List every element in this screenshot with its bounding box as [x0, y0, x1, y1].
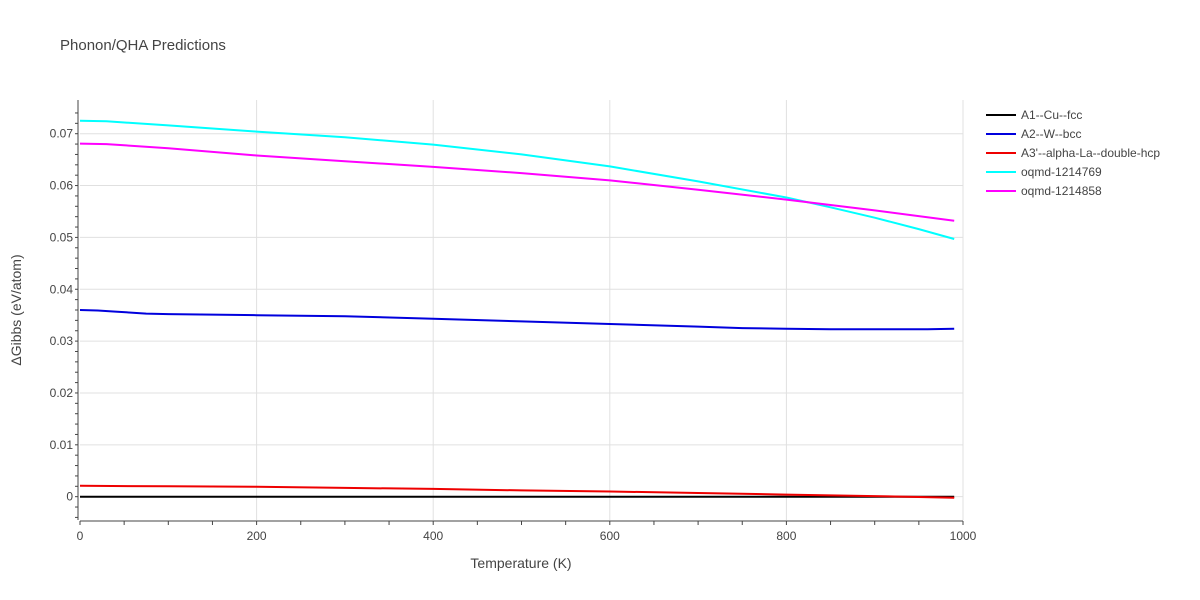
legend-label: A3'--alpha-La--double-hcp — [1021, 146, 1160, 160]
x-axis-label: Temperature (K) — [470, 555, 571, 571]
y-tick-label: 0.07 — [50, 127, 74, 141]
y-tick-label: 0.01 — [50, 438, 74, 452]
axes: 0 200 400 600 800 1000 0 0.01 0.02 0.03 0.04 0.05 0.… — [50, 100, 977, 543]
legend-item[interactable]: oqmd-1214858 — [986, 184, 1102, 198]
legend-label: oqmd-1214858 — [1021, 184, 1102, 198]
y-tick-label: 0.03 — [50, 334, 74, 348]
series-line-2[interactable] — [79, 484, 955, 499]
legend-label: A1--Cu--fcc — [1021, 108, 1082, 122]
x-tick-label: 200 — [247, 529, 267, 543]
legend-item[interactable]: oqmd-1214769 — [986, 165, 1102, 179]
legend-label: oqmd-1214769 — [1021, 165, 1102, 179]
x-tick-label: 400 — [423, 529, 443, 543]
legend-label: A2--W--bcc — [1021, 127, 1081, 141]
y-axis-label: ΔGibbs (eV/atom) — [8, 254, 24, 365]
series-line-3[interactable] — [79, 119, 955, 240]
grid — [80, 100, 964, 520]
x-tick-label: 1000 — [950, 529, 977, 543]
y-tick-label: 0.04 — [50, 282, 74, 296]
x-tick-label: 600 — [600, 529, 620, 543]
y-tick-label: 0.02 — [50, 386, 74, 400]
y-tick-label: 0.06 — [50, 179, 74, 193]
legend-item[interactable]: A1--Cu--fcc — [986, 108, 1082, 122]
y-tick-label: 0 — [66, 490, 73, 504]
chart-title: Phonon/QHA Predictions — [60, 37, 226, 54]
legend[interactable]: A1--Cu--fcc A2--W--bcc A3'--alpha-La--doub… — [986, 108, 1160, 198]
x-tick-label: 800 — [776, 529, 796, 543]
series-line-1[interactable] — [79, 309, 955, 331]
y-tick-label: 0.05 — [50, 230, 74, 244]
series-line-4[interactable] — [79, 142, 955, 222]
legend-item[interactable]: A2--W--bcc — [986, 127, 1081, 141]
series-lines — [79, 119, 955, 499]
legend-item[interactable]: A3'--alpha-La--double-hcp — [986, 146, 1160, 160]
x-tick-label: 0 — [77, 529, 84, 543]
